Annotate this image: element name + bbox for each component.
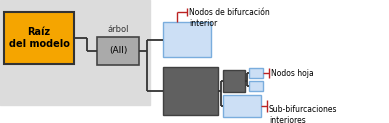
- Text: (All): (All): [109, 46, 127, 55]
- Bar: [0, 0, 150, 105]
- Bar: [97, 37, 139, 65]
- Bar: [223, 95, 261, 117]
- Bar: [249, 68, 263, 78]
- Text: Nodos de bifurcación
interior: Nodos de bifurcación interior: [189, 8, 270, 28]
- Text: Sub-bifurcaciones
interiores: Sub-bifurcaciones interiores: [269, 105, 338, 123]
- Bar: [163, 22, 211, 57]
- Bar: [249, 81, 263, 91]
- Text: Raíz
del modelo: Raíz del modelo: [9, 27, 70, 49]
- Bar: [4, 12, 74, 64]
- Bar: [163, 67, 218, 115]
- Bar: [223, 70, 245, 92]
- Text: Nodos hoja: Nodos hoja: [271, 69, 314, 77]
- Text: árbol: árbol: [107, 25, 129, 34]
